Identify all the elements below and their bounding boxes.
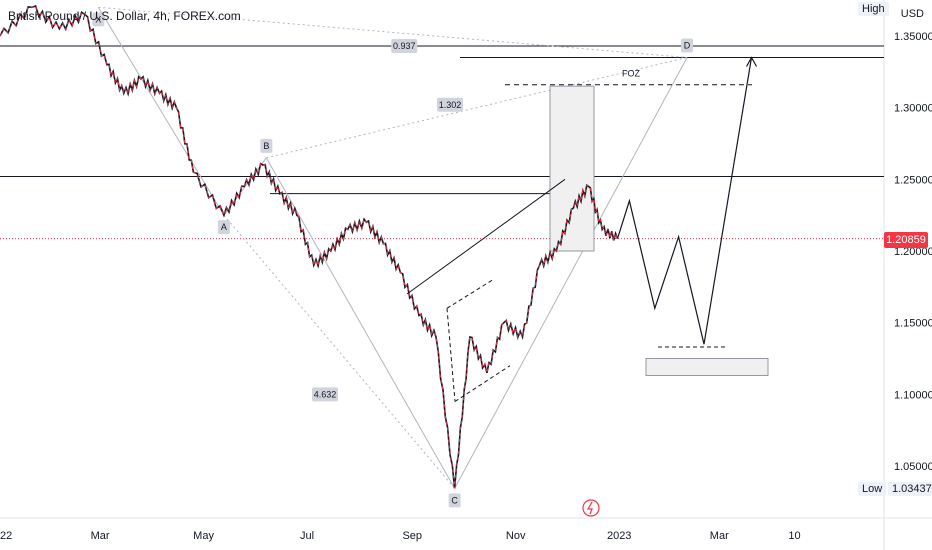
pattern-point-a: A bbox=[221, 222, 227, 232]
low-value: 1.03437 bbox=[888, 482, 932, 496]
x-tick-label: Nov bbox=[506, 530, 526, 542]
pattern-point-box bbox=[260, 138, 273, 153]
harmonic-leg bbox=[454, 57, 688, 489]
ratio-label: 1.302 bbox=[439, 100, 462, 110]
foz-zone bbox=[549, 85, 595, 252]
x-tick-label: Jul bbox=[300, 530, 314, 542]
pattern-point-box bbox=[681, 38, 694, 53]
x-tick-label: 10 bbox=[788, 530, 800, 542]
y-tick-label: 1.30000 bbox=[894, 103, 932, 115]
price-series-wicks bbox=[0, 5, 618, 489]
foz-label: FOZ bbox=[622, 69, 640, 79]
trend-line bbox=[406, 178, 566, 295]
ratio-label-box bbox=[437, 97, 463, 112]
x-tick-label: Mar bbox=[91, 530, 110, 542]
x-tick-label: 2023 bbox=[607, 530, 631, 542]
harmonic-diagonal bbox=[98, 6, 688, 58]
harmonic-leg bbox=[265, 157, 456, 489]
ratio-label: 4.632 bbox=[314, 389, 337, 399]
channel-line bbox=[446, 308, 456, 402]
pattern-point-b: B bbox=[263, 141, 269, 151]
x-tick-label: May bbox=[193, 530, 214, 542]
high-label: High bbox=[858, 2, 889, 16]
last-price-tag: 1.20859 bbox=[884, 232, 928, 248]
y-tick-label: 1.35000 bbox=[894, 31, 932, 43]
ratio-label-box bbox=[312, 387, 338, 402]
target-zone bbox=[645, 358, 769, 376]
lightning-icon bbox=[586, 501, 593, 515]
pattern-point-box bbox=[448, 493, 461, 508]
projection-arrow bbox=[745, 56, 758, 67]
pattern-point-box bbox=[217, 220, 230, 235]
x-tick-label: Sep bbox=[402, 530, 422, 542]
y-tick-label: 1.05000 bbox=[894, 461, 932, 473]
event-icon bbox=[582, 499, 600, 517]
channel-line bbox=[454, 365, 511, 402]
pattern-point-x: X bbox=[95, 14, 101, 24]
projection-path bbox=[616, 57, 753, 345]
pattern-point-box bbox=[92, 12, 105, 27]
low-label: Low bbox=[858, 482, 887, 496]
x-tick-label: 2022 bbox=[0, 530, 12, 542]
harmonic-diagonal bbox=[266, 57, 688, 159]
channel-line bbox=[446, 279, 494, 309]
harmonic-diagonal bbox=[223, 214, 456, 489]
y-tick-label: 1.25000 bbox=[894, 174, 932, 186]
x-tick-label: Mar bbox=[710, 530, 729, 542]
ratio-label-box bbox=[391, 39, 418, 54]
currency-label: USD bbox=[900, 8, 924, 20]
y-tick-label: 1.10000 bbox=[894, 389, 932, 401]
harmonic-leg bbox=[97, 7, 225, 216]
ratio-label: 0.937 bbox=[393, 41, 416, 51]
chart-title: British Pound / U.S. Dollar, 4h, FOREX.c… bbox=[8, 9, 241, 23]
pattern-point-c: C bbox=[451, 495, 458, 505]
y-tick-label: 1.15000 bbox=[894, 318, 932, 330]
price-series-body bbox=[0, 4, 619, 489]
pattern-point-d: D bbox=[684, 41, 691, 51]
y-tick-label: 1.20000 bbox=[894, 246, 932, 258]
